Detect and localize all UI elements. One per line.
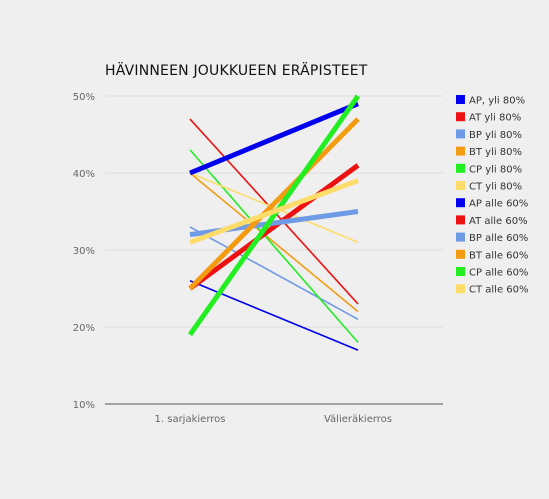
y-tick-label: 10% bbox=[73, 400, 95, 411]
axis-layer: 10% 20% 30% 40% 50% 1. sarjakierros Välieräkie… bbox=[73, 92, 443, 425]
legend-entry-label: BT alle 60% bbox=[469, 250, 528, 261]
series-line-8 bbox=[189, 226, 359, 321]
series-line-9 bbox=[189, 172, 359, 313]
legend-entry-label: AP, yli 80% bbox=[469, 96, 525, 107]
legend-swatch bbox=[456, 112, 465, 122]
x-tick-label: 1. sarjakierros bbox=[155, 414, 226, 425]
legend-swatch bbox=[456, 215, 465, 225]
series-line-0 bbox=[189, 101, 359, 176]
legend-entry-label: CT yli 80% bbox=[469, 182, 522, 193]
series-line-1 bbox=[188, 163, 360, 291]
series-line-5 bbox=[189, 178, 359, 245]
legend-swatch bbox=[456, 129, 465, 139]
legend-entry-label: AT alle 60% bbox=[469, 216, 528, 227]
legend-entry-label: BP yli 80% bbox=[469, 130, 522, 141]
legend-swatch bbox=[456, 284, 465, 294]
series-line-4 bbox=[187, 94, 361, 337]
y-tick-label: 50% bbox=[73, 92, 95, 103]
series-line-10 bbox=[189, 149, 359, 343]
x-tick-label: Välieräkierros bbox=[324, 414, 392, 425]
legend-swatch bbox=[456, 232, 465, 242]
legend-entry-label: CP yli 80% bbox=[469, 164, 522, 175]
legend-entry-label: BT yli 80% bbox=[469, 147, 522, 158]
legend-entry-label: AP alle 60% bbox=[469, 199, 528, 210]
legend-swatch bbox=[456, 198, 465, 208]
y-tick-label: 20% bbox=[73, 323, 95, 334]
chart-title: HÄVINNEEN JOUKKUEEN ERÄPISTEET bbox=[105, 63, 368, 79]
legend: AP, yli 80% AT yli 80% BP yli 80% BT yli 80… bbox=[456, 95, 529, 296]
series-layer bbox=[187, 94, 361, 351]
legend-entry-label: CP alle 60% bbox=[469, 268, 528, 279]
legend-entry-label: BP alle 60% bbox=[469, 233, 528, 244]
y-tick-label: 40% bbox=[73, 169, 95, 180]
legend-swatch bbox=[456, 95, 465, 104]
legend-swatch bbox=[456, 163, 465, 173]
series-line-11 bbox=[189, 172, 359, 244]
legend-entry-label: AT yli 80% bbox=[469, 113, 521, 124]
y-tick-label: 30% bbox=[73, 246, 95, 257]
legend-swatch bbox=[456, 249, 465, 259]
series-line-3 bbox=[188, 117, 360, 291]
legend-swatch bbox=[456, 181, 465, 190]
legend-entry-label: CT alle 60% bbox=[469, 285, 529, 296]
grid-layer bbox=[105, 95, 443, 328]
legend-swatch bbox=[456, 146, 465, 156]
legend-swatch bbox=[456, 267, 465, 276]
